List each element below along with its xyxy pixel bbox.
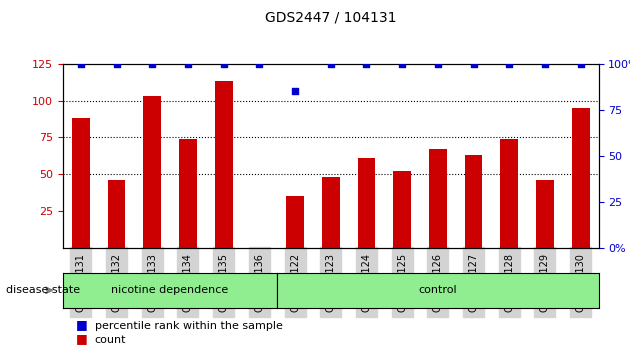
Point (469, 61, 479, 67)
Point (397, 61, 407, 67)
Text: percentile rank within the sample: percentile rank within the sample (94, 321, 282, 331)
Point (255, 61, 265, 67)
Bar (322, 177, 340, 248)
Bar (358, 158, 375, 248)
Text: GDS2447 / 104131: GDS2447 / 104131 (265, 11, 396, 25)
Bar (536, 180, 554, 248)
Text: ■: ■ (76, 318, 88, 331)
Text: control: control (418, 285, 457, 295)
Bar (393, 171, 411, 248)
Point (147, 61, 158, 67)
Bar (143, 96, 161, 248)
Bar (429, 149, 447, 248)
Point (433, 61, 443, 67)
Point (362, 61, 372, 67)
Bar (286, 196, 304, 248)
Bar (465, 155, 483, 248)
Bar (500, 139, 518, 248)
Text: nicotine dependence: nicotine dependence (112, 285, 229, 295)
Text: disease state: disease state (6, 285, 81, 295)
Point (504, 61, 514, 67)
Point (76, 61, 86, 67)
Bar (215, 81, 232, 248)
Point (326, 61, 336, 67)
Bar (72, 118, 90, 248)
Bar (179, 139, 197, 248)
Point (219, 61, 229, 67)
Bar (108, 180, 125, 248)
Point (183, 61, 193, 67)
Point (112, 61, 122, 67)
Bar (572, 108, 590, 248)
Point (576, 61, 586, 67)
Text: ■: ■ (76, 332, 88, 345)
Point (290, 88, 300, 94)
Point (540, 61, 550, 67)
Text: count: count (94, 335, 126, 345)
